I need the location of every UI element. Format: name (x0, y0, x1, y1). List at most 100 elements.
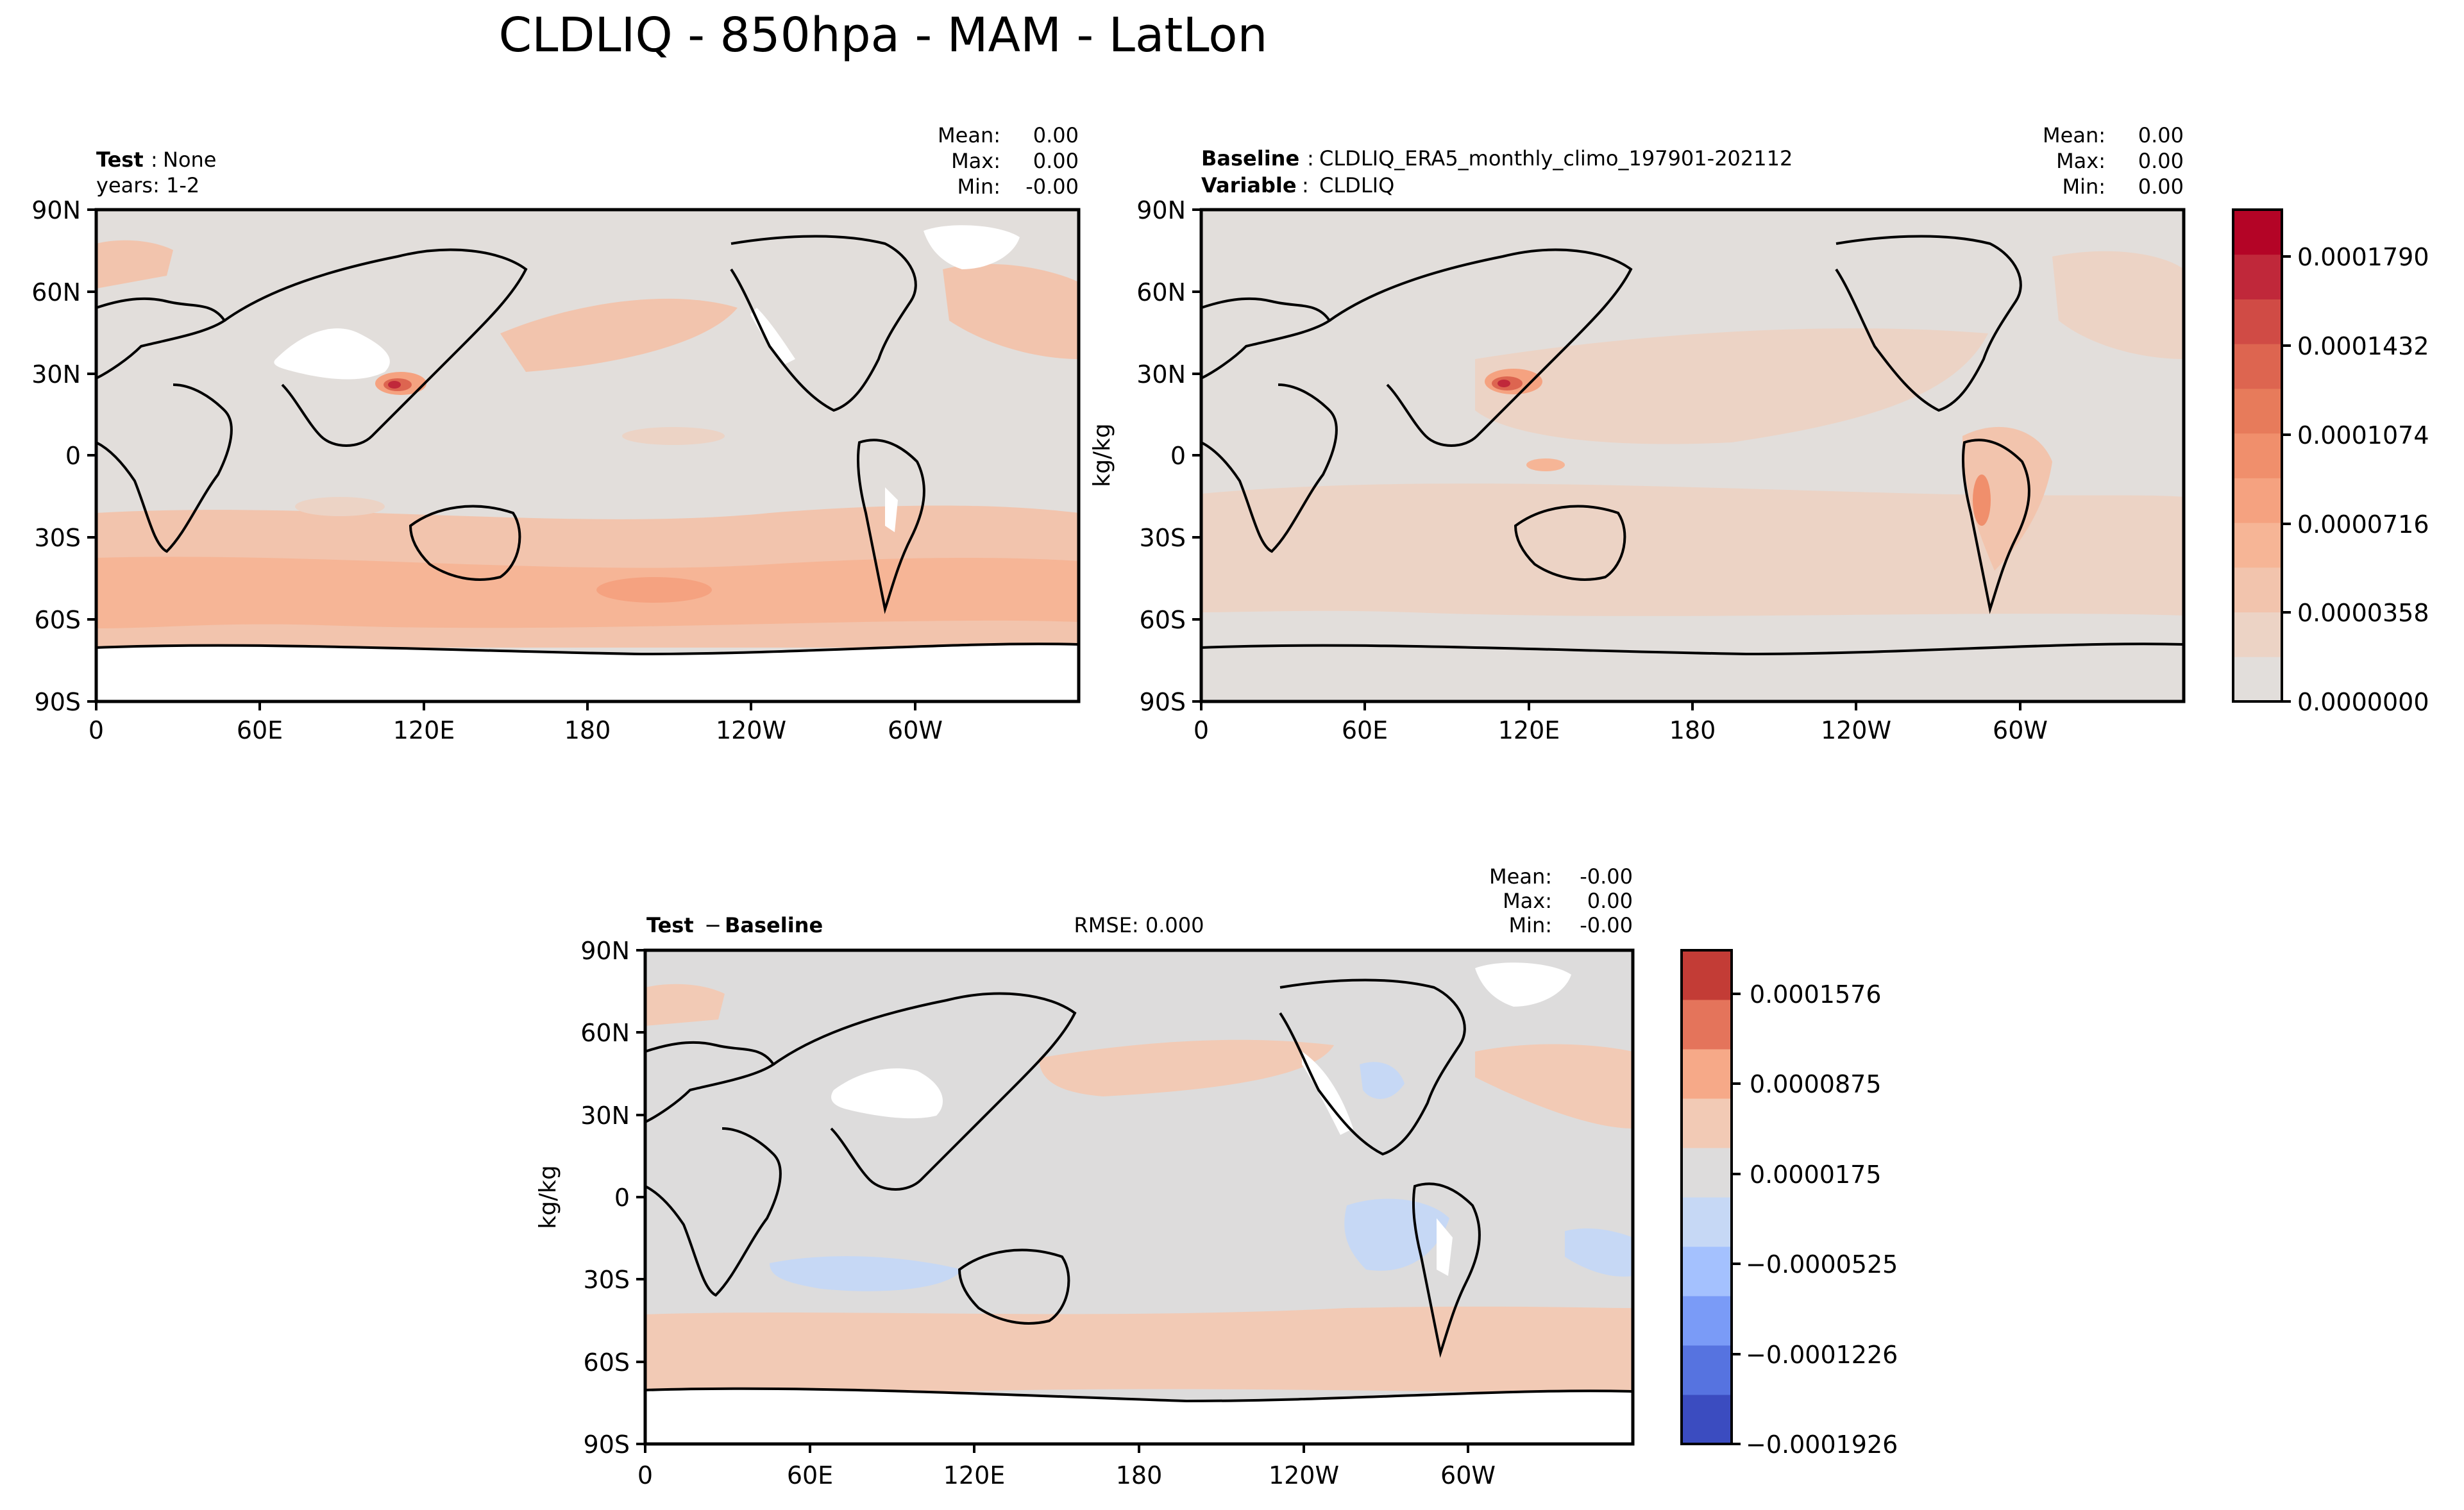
panel-diff-neg-n-america (1360, 1062, 1405, 1099)
panel-diff-missing-andes (1437, 1218, 1453, 1276)
panel-test: Test : None years: 1-2 Mean: 0.00 Max: 0… (31, 123, 1081, 744)
panel-baseline-pac-band (1475, 328, 1988, 444)
panel-baseline-min: 0.00 (2138, 174, 2184, 199)
colorbar-diverging-cell-2 (1682, 1296, 1732, 1346)
panel-baseline-coast-africa (1201, 383, 1338, 553)
panel-diff-map (645, 950, 1633, 1444)
panel-test-coast-n-america (730, 235, 917, 412)
panel-baseline-mean: 0.00 (2138, 123, 2184, 147)
panel-baseline-xticklabels: 0 60E 120E 180 120W 60W (1194, 716, 2048, 744)
panel-test-coast-asia (223, 248, 528, 447)
colorbar-diverging-tick-4: −0.0001226 (1746, 1341, 1898, 1369)
panel-test-yticklabels: 90N 60N 30N 0 30S 60S 90S (31, 196, 81, 716)
colorbar-diverging-cell-9 (1682, 950, 1732, 1000)
panel-test-nw-atl-band (96, 240, 173, 289)
panel-baseline-xtick-5: 60W (1993, 716, 2048, 744)
panel-diff-coast-s-america (1412, 1182, 1481, 1358)
panel-diff-coastlines (645, 978, 1633, 1403)
panel-diff-label-sep: − (698, 913, 728, 937)
panel-diff-xticklabels: 0 60E 120E 180 120W 60W (637, 1461, 1496, 1489)
panel-diff-xtick-5: 60W (1440, 1461, 1496, 1489)
panel-diff-coast-antarctica (645, 1387, 1633, 1403)
colorbar-diverging-cell-5 (1682, 1148, 1732, 1198)
panel-test-max: 0.00 (1033, 149, 1079, 173)
panel-baseline-indonesia-patch (1526, 458, 1565, 471)
panel-baseline-map (1201, 210, 2184, 701)
panel-baseline-coast-asia (1328, 248, 1633, 447)
panel-baseline-xtick-0: 0 (1194, 716, 1209, 744)
panel-diff-ylabel: kg/kg (535, 1165, 561, 1229)
panel-diff-xtick-1: 60E (787, 1461, 833, 1489)
panel-test-ytick-2: 30N (31, 360, 81, 389)
colorbar-diverging-cell-1 (1682, 1345, 1732, 1395)
panel-diff-coast-australia (958, 1248, 1070, 1325)
panel-test-npac-band (500, 298, 738, 372)
panel-baseline-natl-band (2052, 251, 2184, 359)
colorbar-sequential-cell-6 (2233, 388, 2282, 434)
panel-diff-ytick-5: 60S (584, 1348, 630, 1377)
panel-diff-npac-band (1039, 1039, 1334, 1096)
panel-diff-max-label: Max: (1503, 889, 1552, 913)
panel-baseline-s-america-band (1962, 426, 2052, 571)
panel-test-xtick-1: 60E (237, 716, 283, 744)
panel-diff-natl-band (1475, 1044, 1633, 1128)
panel-baseline-min-label: Min: (2062, 174, 2105, 199)
panel-diff-neg-pacific (1344, 1198, 1449, 1271)
colorbar-diverging-ticks (1732, 993, 1741, 1445)
panel-diff-xtick-2: 120E (943, 1461, 1006, 1489)
panel-diff-min-label: Min: (1508, 913, 1552, 937)
panel-baseline-ytick-6: 90S (1140, 688, 1186, 716)
panel-test-min-label: Min: (957, 174, 1000, 199)
colorbar-sequential-tick-3: 0.0000716 (2297, 510, 2429, 539)
panel-baseline-label-value: CLDLIQ_ERA5_monthly_climo_197901-202112 (1319, 146, 1793, 171)
colorbar-diverging-ticklabels: 0.0001576 0.0000875 0.0000175 −0.0000525… (1746, 980, 1898, 1459)
colorbar-diverging-tick-5: −0.0001926 (1746, 1430, 1898, 1459)
panel-baseline-ytick-2: 30N (1136, 360, 1186, 389)
panel-test-ytick-1: 60N (31, 278, 81, 306)
panel-diff-neg-indian (770, 1256, 962, 1291)
panel-test-ticks (87, 208, 916, 710)
panel-test-so-patch (596, 577, 712, 603)
panel-baseline-variable-bold: Variable (1201, 173, 1297, 197)
panel-diff-xtick-3: 180 (1116, 1461, 1163, 1489)
colorbar-sequential-tick-5: 0.0000000 (2297, 688, 2429, 716)
panel-diff-label-bold: Test (646, 913, 694, 937)
panel-test-ytick-6: 90S (35, 688, 81, 716)
panel-diff-min: -0.00 (1580, 913, 1633, 937)
panel-test-mean-label: Mean: (938, 123, 1000, 147)
panel-test-coast-s-america (857, 439, 925, 614)
panel-test-xtick-0: 0 (89, 716, 104, 744)
panel-test-natl-band (943, 264, 1079, 359)
panel-test-label-bold: Test (96, 147, 144, 172)
panel-baseline-ytick-3: 0 (1170, 442, 1186, 470)
panel-baseline-xtick-3: 180 (1669, 716, 1716, 744)
panel-diff-ytick-6: 90S (584, 1430, 630, 1459)
panel-baseline-ylabel: kg/kg (1089, 423, 1115, 487)
panel-baseline-ytick-4: 30S (1140, 524, 1186, 552)
panel-baseline-ytick-1: 60N (1136, 278, 1186, 306)
panel-baseline-china-hotspot-core (1498, 380, 1510, 387)
panel-baseline-variable-sep: : (1302, 173, 1309, 197)
colorbar-sequential-cell-7 (2233, 344, 2282, 389)
colorbar-diverging: 0.0001576 0.0000875 0.0000175 −0.0000525… (1680, 949, 1898, 1459)
panel-diff-missing-tibet (831, 1068, 943, 1119)
panel-test-missing-andes (885, 487, 898, 532)
panel-baseline-mean-label: Mean: (2043, 123, 2105, 147)
panel-baseline-coast-s-america (1962, 439, 2030, 614)
panel-test-xtick-2: 120E (393, 716, 455, 744)
colorbar-sequential-cell-10 (2233, 210, 2282, 255)
colorbar-sequential: 0.0001790 0.0001432 0.0001074 0.0000716 … (2232, 208, 2429, 716)
panel-difference: Test − Baseline RMSE: 0.000 Mean: -0.00 … (535, 864, 1635, 1489)
colorbar-sequential-cell-9 (2233, 254, 2282, 299)
panel-diff-missing-rockies (1302, 1052, 1353, 1135)
panel-diff-ytick-1: 60N (580, 1019, 630, 1047)
colorbar-sequential-cell-5 (2233, 433, 2282, 478)
panel-test-coast-antarctica (96, 642, 1079, 656)
panel-baseline-xtick-4: 120W (1821, 716, 1891, 744)
panel-diff-ytick-2: 30N (580, 1102, 630, 1130)
colorbar-diverging-cell-6 (1682, 1098, 1732, 1148)
colorbar-sequential-cell-0 (2233, 657, 2282, 702)
panel-test-xtick-4: 120W (716, 716, 786, 744)
panel-test-missing-greenland (924, 225, 1020, 269)
panel-test-coastlines (96, 235, 1079, 656)
